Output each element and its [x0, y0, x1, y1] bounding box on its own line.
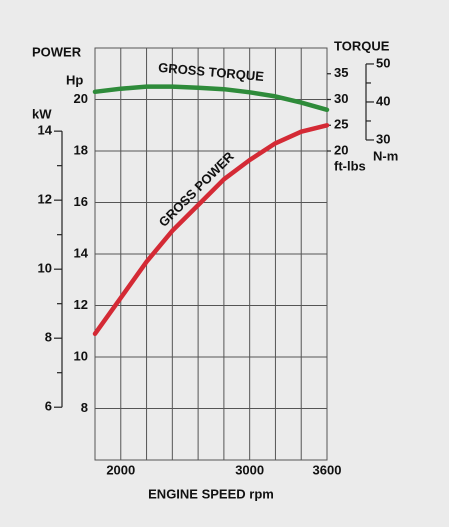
y2-label: TORQUE: [334, 38, 390, 53]
kw-tick-label: 12: [38, 192, 52, 207]
nm-tick-label: 40: [376, 93, 390, 108]
y2-tick-label: 20: [334, 142, 348, 157]
y2-tick-label: 35: [334, 65, 348, 80]
nm-tick-label: 50: [376, 55, 390, 70]
nm-label: N-m: [373, 148, 398, 163]
y-unit: Hp: [66, 72, 83, 87]
plot-frame: [94, 47, 328, 461]
nm-tick-label: 30: [376, 131, 390, 146]
y-tick-label: 8: [81, 400, 88, 415]
series-line: [92, 123, 330, 337]
series-line: [92, 84, 330, 113]
y2-unit: ft-lbs: [334, 158, 366, 173]
kw-tick-label: 14: [38, 123, 53, 138]
y-tick-label: 18: [74, 142, 88, 157]
y-tick-label: 10: [74, 348, 88, 363]
x-tick-label: 3000: [235, 462, 264, 477]
x-label: ENGINE SPEED rpm: [148, 486, 274, 501]
y-tick-label: 14: [74, 245, 89, 260]
kw-tick-label: 6: [45, 399, 52, 414]
y-tick-label: 16: [74, 194, 88, 209]
y-tick-label: 20: [74, 91, 88, 106]
y-label: POWER: [32, 44, 82, 59]
kw-tick-label: 10: [38, 261, 52, 276]
x-tick-label: 3600: [313, 462, 342, 477]
y-tick-label: 12: [74, 297, 88, 312]
y2-tick-label: 25: [334, 117, 348, 132]
kw-label: kW: [32, 106, 52, 121]
x-tick-label: 2000: [106, 462, 135, 477]
y2-tick-label: 30: [334, 91, 348, 106]
kw-tick-label: 8: [45, 330, 52, 345]
